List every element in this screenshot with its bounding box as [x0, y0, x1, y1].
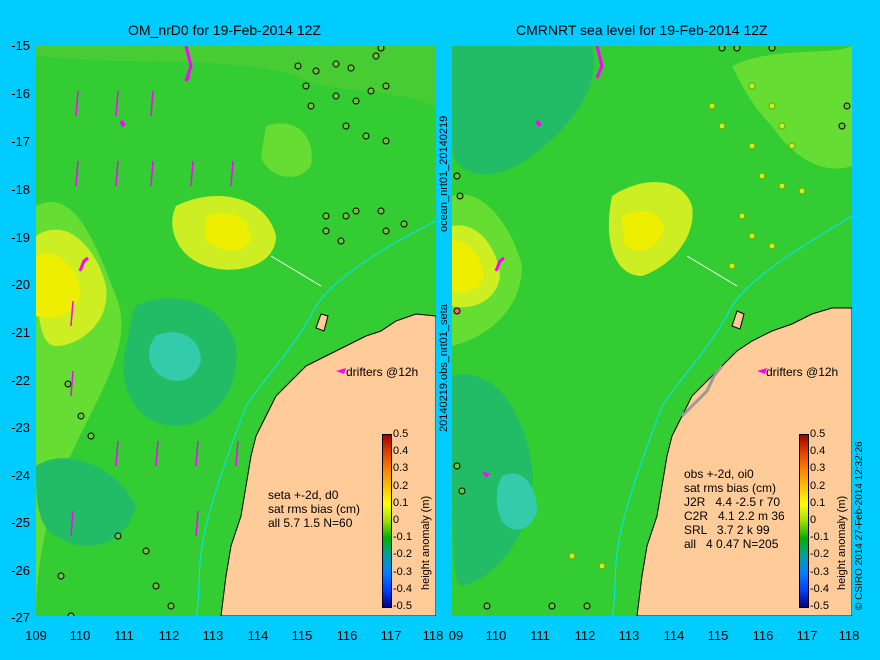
colorbar-tick: 0.5 — [393, 428, 409, 440]
colorbar-tick: -0.1 — [810, 531, 829, 544]
y-tick-1: -15 — [11, 38, 30, 53]
x-tick-right-114: 114 — [663, 628, 685, 643]
x-tick-right-109: 09 — [448, 628, 464, 643]
y-tick-10: -24 — [11, 468, 30, 483]
y-tick-11: -25 — [11, 515, 30, 530]
y-tick-8: -22 — [11, 373, 30, 388]
colorbar-tick: 0.3 — [810, 462, 826, 475]
colorbar-tick: 0.4 — [810, 445, 826, 458]
y-tick-12: -26 — [11, 563, 30, 578]
x-tick-right-112: 112 — [574, 628, 596, 643]
colorbar-tick: 0.3 — [393, 462, 409, 475]
x-tick-right-115: 115 — [707, 628, 729, 643]
x-tick-left-114: 114 — [247, 628, 269, 643]
x-tick-right-113: 113 — [618, 628, 640, 643]
right-stats-line-4: C2R 4.1 2.2 m 36 — [684, 509, 785, 523]
colorbar-tick: -0.4 — [810, 582, 829, 595]
left-panel-title: OM_nrD0 for 19-Feb-2014 12Z — [128, 22, 321, 38]
left-stats-line-1: seta +-2d, d0 — [268, 488, 339, 502]
left-stats-line-3: all 5.7 1.5 N=60 — [268, 516, 353, 530]
x-tick-left-112: 112 — [158, 628, 180, 643]
x-tick-left-111: 111 — [114, 628, 134, 643]
y-tick-7: -21 — [11, 325, 30, 340]
colorbar-tick: -0.4 — [393, 582, 412, 595]
side-label-top: ocean_nrt01_20140219 — [438, 115, 450, 232]
left-map: drifters @12h — [36, 46, 436, 616]
right-panel-title: CMRNRT sea level for 19-Feb-2014 12Z — [516, 22, 768, 38]
y-tick-13: -27 — [11, 610, 30, 625]
left-drifters-label: drifters @12h — [346, 365, 418, 379]
right-drifters-label: drifters @12h — [766, 365, 838, 379]
colorbar-tick: 0 — [810, 514, 817, 526]
right-stats-line-3: J2R 4.4 -2.5 r 70 — [684, 495, 781, 509]
x-tick-left-109: 109 — [25, 628, 47, 643]
x-tick-left-113: 113 — [202, 628, 224, 643]
y-tick-9: -23 — [11, 420, 30, 435]
credit-label: © CSIRO 2014 27-Feb-2014 12:32:26 — [854, 441, 865, 610]
colorbar-tick: -0.5 — [393, 600, 412, 612]
left-stats: seta +-2d, d0 sat rms bias (cm) all 5.7 … — [268, 488, 360, 530]
left-colorbar-label: height anomaly (m) — [420, 495, 432, 590]
colorbar-tick: 0.1 — [810, 496, 826, 509]
y-tick-2: -16 — [11, 86, 30, 101]
right-stats-line-5: SRL 3.7 2 k 99 — [684, 523, 770, 537]
x-tick-left-117: 117 — [380, 628, 402, 643]
x-tick-right-118: 118 — [838, 628, 860, 643]
colorbar-tick: -0.2 — [393, 548, 412, 561]
x-tick-left-110: 110 — [69, 628, 91, 643]
colorbar-tick: 0.4 — [393, 445, 409, 458]
right-stats-line-2: sat rms bias (cm) — [684, 481, 777, 495]
x-tick-left-116: 116 — [336, 628, 358, 643]
right-map: drifters @12h — [452, 46, 852, 616]
x-tick-right-110: 110 — [485, 628, 507, 643]
x-tick-right-116: 116 — [752, 628, 774, 643]
right-colorbar — [799, 434, 809, 608]
colorbar-tick: 0.2 — [393, 479, 409, 492]
x-tick-right-111: 111 — [530, 628, 550, 643]
y-tick-6: -20 — [11, 277, 30, 292]
colorbar-tick: -0.5 — [810, 600, 829, 612]
right-stats: obs +-2d, oi0 sat rms bias (cm) J2R 4.4 … — [684, 467, 785, 551]
colorbar-tick: 0.2 — [810, 479, 826, 492]
colorbar-tick: -0.3 — [393, 565, 412, 578]
y-tick-4: -18 — [11, 182, 30, 197]
right-colorbar-label: height anomaly (m) — [836, 495, 848, 590]
x-tick-left-118: 118 — [422, 628, 444, 643]
x-tick-left-115: 115 — [291, 628, 313, 643]
left-stats-line-2: sat rms bias (cm) — [268, 502, 361, 516]
x-tick-right-117: 117 — [796, 628, 818, 643]
left-colorbar — [382, 434, 392, 608]
y-tick-5: -19 — [11, 230, 30, 245]
side-label-bottom: 20140219.obs_nrt01_seta — [438, 304, 450, 432]
colorbar-tick: -0.3 — [810, 565, 829, 578]
colorbar-tick: -0.2 — [810, 548, 829, 561]
colorbar-tick: 0 — [393, 514, 400, 526]
colorbar-tick: 0.5 — [810, 428, 826, 440]
colorbar-tick: -0.1 — [393, 531, 412, 544]
y-tick-3: -17 — [11, 134, 30, 149]
right-stats-line-1: obs +-2d, oi0 — [684, 467, 754, 481]
right-stats-line-6: all 4 0.47 N=205 — [684, 537, 779, 551]
colorbar-tick: 0.1 — [393, 496, 409, 509]
